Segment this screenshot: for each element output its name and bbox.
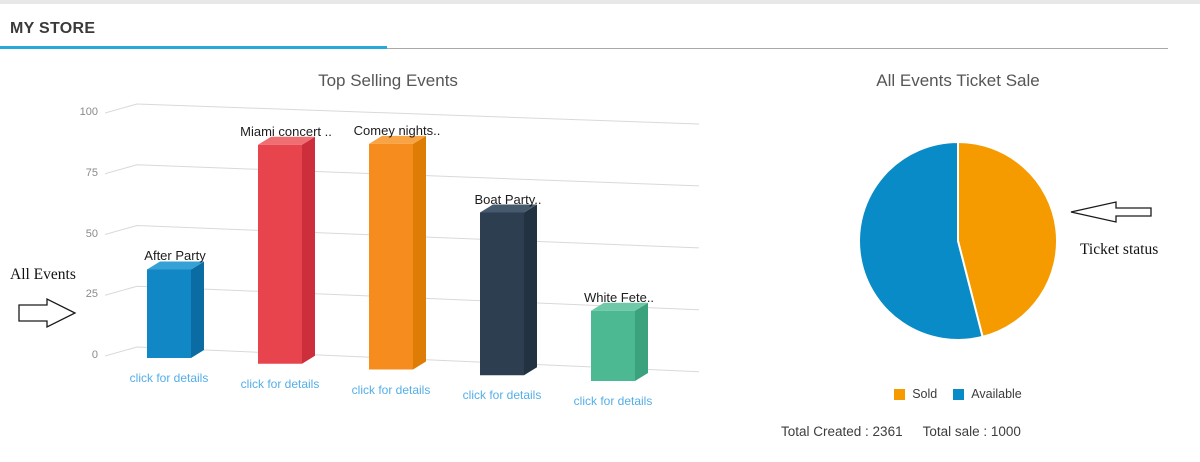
bar-top-face xyxy=(480,204,537,213)
gridline-100 xyxy=(104,103,700,125)
bar-side-face xyxy=(413,135,426,370)
header-underline xyxy=(387,48,1168,49)
bar-column-miami-concert[interactable] xyxy=(258,136,315,364)
bar-label-after-party: After Party xyxy=(144,248,206,264)
bar-side-face xyxy=(635,302,648,381)
bar-top-face xyxy=(369,135,426,144)
pie-slice-available[interactable] xyxy=(858,141,984,341)
bar-label-comey-nights: Comey nights.. xyxy=(353,122,441,138)
pie-chart-title: All Events Ticket Sale xyxy=(876,71,1040,90)
y-tick-0: 0 xyxy=(91,349,98,361)
page-title: MY STORE xyxy=(10,20,96,37)
y-tick-100: 100 xyxy=(79,106,98,118)
legend-swatch-sold xyxy=(894,388,906,400)
totals-row: Total Created : 2361 Total sale : 1000 xyxy=(781,424,1021,439)
bar-label-white-fete: White Fete.. xyxy=(583,289,655,305)
legend-item-sold[interactable]: Sold xyxy=(894,387,937,401)
y-tick-75: 75 xyxy=(85,166,98,179)
bar-top-face xyxy=(147,261,204,270)
top-strip xyxy=(0,0,1200,4)
bar-top-face xyxy=(258,136,315,145)
click-for-details-link-miami-concert[interactable]: click for details xyxy=(240,376,320,391)
y-tick-50: 50 xyxy=(85,227,98,240)
gridline-75 xyxy=(104,164,700,187)
bar-top-face xyxy=(591,302,648,311)
click-for-details-link-comey-nights[interactable]: click for details xyxy=(351,382,431,397)
bar-column-boat-party[interactable] xyxy=(480,204,537,376)
bar-front-face xyxy=(369,143,413,370)
bar-side-face xyxy=(302,136,315,364)
legend-label-sold: Sold xyxy=(912,387,938,401)
bar-side-face xyxy=(191,261,204,358)
click-for-details-link-white-fete[interactable]: click for details xyxy=(573,394,653,408)
bar-column-after-party[interactable] xyxy=(147,261,204,358)
pie-chart xyxy=(858,141,1059,341)
bar-front-face xyxy=(591,310,635,381)
pie-slice-sold[interactable] xyxy=(957,141,1059,338)
total-sale-stat: Total sale : 1000 xyxy=(922,424,1021,439)
legend-label-available: Available xyxy=(971,387,1022,401)
bar-label-boat-party: Boat Party.. xyxy=(474,191,542,207)
click-for-details-link-after-party[interactable]: click for details xyxy=(129,371,209,385)
bar-front-face xyxy=(258,144,302,364)
bar-front-face xyxy=(480,212,524,376)
ticket-status-annotation: Ticket status xyxy=(1080,241,1159,258)
header-underline-accent xyxy=(0,46,387,49)
bar-side-face xyxy=(524,204,537,376)
bar-front-face xyxy=(147,269,191,358)
bar-column-white-fete[interactable] xyxy=(591,302,648,381)
y-tick-25: 25 xyxy=(85,288,98,301)
click-for-details-link-boat-party[interactable]: click for details xyxy=(462,388,542,403)
pie-legend: Sold Available xyxy=(758,387,1158,401)
all-events-arrow-icon xyxy=(18,297,77,329)
annotation-arrows xyxy=(18,201,1152,329)
ticket-status-arrow-icon xyxy=(1070,201,1152,223)
bar-column-comey-nights[interactable] xyxy=(369,135,426,370)
all-events-annotation: All Events xyxy=(10,266,76,283)
legend-item-available[interactable]: Available xyxy=(953,387,1022,401)
bar-chart-title: Top Selling Events xyxy=(318,71,458,90)
legend-swatch-available xyxy=(953,388,965,400)
total-created-stat: Total Created : 2361 xyxy=(781,424,903,439)
bar-label-miami-concert: Miami concert .. xyxy=(240,123,332,139)
